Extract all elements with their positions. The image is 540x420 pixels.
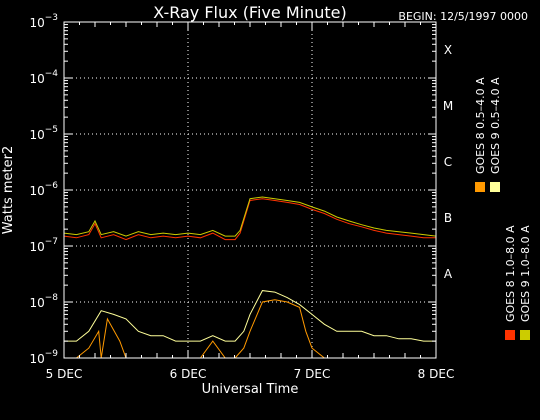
y-tick-exponent: −7 [45, 237, 58, 247]
series-lines [63, 196, 437, 359]
flare-class-a: A [444, 267, 453, 281]
series-line-1 [63, 198, 436, 241]
y-tick-exponent: −4 [45, 69, 59, 79]
series-line-4 [64, 290, 436, 342]
y-tick-exponent: −8 [45, 293, 59, 303]
grid-lines [64, 22, 436, 358]
y-tick-base: 10 [29, 128, 44, 142]
y-tick-exponent: −5 [45, 125, 58, 135]
legend-label-3: GOES 9 1.0–8.0 A [519, 225, 532, 322]
flare-class-m: M [443, 99, 453, 113]
flare-class-labels: X M C B A [443, 43, 453, 281]
tick-labels: 10−310−410−510−610−710−810−95 DEC 6 DEC 7 … [29, 13, 454, 381]
legend-label-1: GOES 8 1.0–8.0 A [504, 225, 517, 322]
legend-swatch-2 [475, 182, 485, 192]
flare-class-b: B [444, 211, 452, 225]
x-tick-label: 7 DEC [294, 367, 331, 381]
legend-swatch-4 [490, 182, 500, 192]
y-tick-label: 10−4 [29, 69, 58, 86]
y-tick-base: 10 [29, 296, 44, 310]
y-tick-base: 10 [29, 184, 44, 198]
x-tick-label: 6 DEC [170, 367, 207, 381]
y-tick-exponent: −3 [45, 13, 58, 23]
legend-label-2: GOES 8 0.5–4.0 A [474, 77, 487, 174]
y-tick-base: 10 [29, 16, 44, 30]
x-axis-label: Universal Time [202, 382, 299, 397]
flare-class-x: X [444, 43, 452, 57]
x-tick-label: 5 DEC [46, 367, 83, 381]
x-tick-label: 8 DEC [418, 367, 455, 381]
series-line-3 [63, 196, 437, 237]
y-tick-label: 10−8 [29, 293, 58, 310]
y-tick-exponent: −9 [45, 349, 59, 359]
y-tick-label: 10−6 [29, 181, 58, 198]
chart-title: X-Ray Flux (Five Minute) [153, 3, 346, 22]
y-tick-base: 10 [29, 72, 44, 86]
y-axis-label: Watts meter2 [1, 146, 16, 234]
axes [63, 21, 437, 359]
y-tick-base: 10 [29, 352, 44, 366]
legend-label-4: GOES 9 0.5–4.0 A [489, 77, 502, 174]
begin-label: BEGIN: 12/5/1997 0000 [398, 10, 528, 23]
flare-class-c: C [444, 155, 452, 169]
legend-swatch-3 [520, 330, 530, 340]
y-tick-base: 10 [29, 240, 44, 254]
y-tick-exponent: −6 [45, 181, 59, 191]
legend-swatch-1 [505, 330, 515, 340]
y-tick-label: 10−7 [29, 237, 58, 254]
y-tick-label: 10−5 [29, 125, 58, 142]
series-line-2 [64, 299, 436, 359]
legend: GOES 8 1.0–8.0 A GOES 8 0.5–4.0 A GOES 9 1… [474, 77, 532, 340]
y-tick-label: 10−3 [29, 13, 58, 30]
y-tick-label: 10−9 [29, 349, 58, 366]
